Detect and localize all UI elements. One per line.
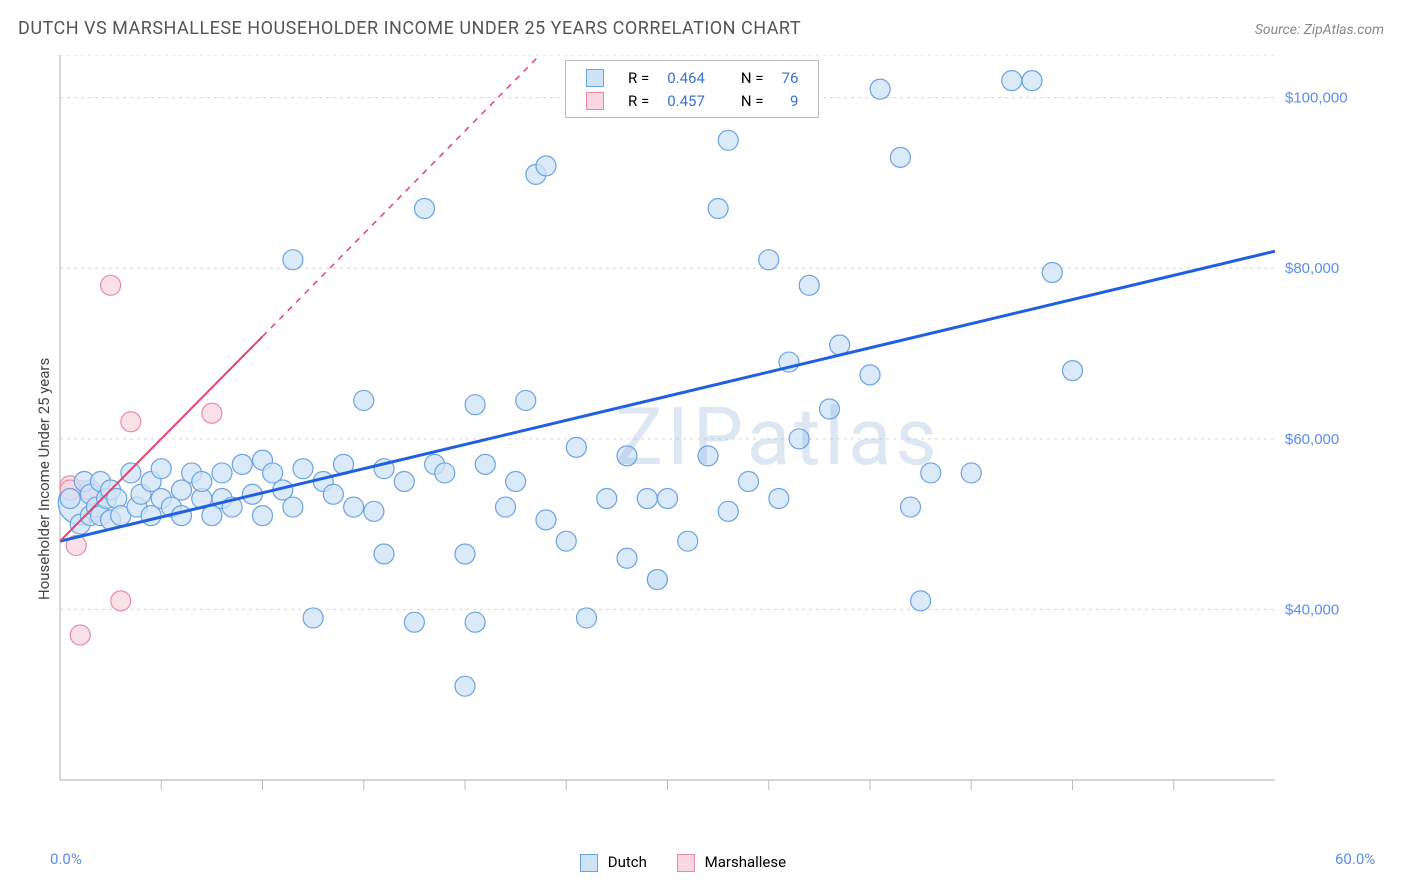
legend-row-dutch: R = 0.464 N = 76 — [578, 67, 806, 88]
marshallese-swatch — [677, 854, 695, 872]
dutch-r-value: 0.464 — [659, 67, 713, 88]
x-max-label: 60.0% — [1335, 850, 1375, 868]
svg-text:$100,000: $100,000 — [1285, 90, 1348, 107]
legend-item-dutch: Dutch — [580, 853, 647, 872]
y-axis-label: Householder Income Under 25 years — [35, 358, 53, 600]
r-label: R = — [620, 67, 657, 88]
source-label: Source: ZipAtlas.com — [1255, 22, 1384, 38]
marshallese-label: Marshallese — [705, 853, 786, 871]
series-legend: Dutch Marshallese — [580, 853, 786, 872]
plot-area: $40,000$60,000$80,000$100,000 ZIPatlas — [55, 55, 1380, 825]
dutch-n-value: 76 — [774, 67, 807, 88]
marshallese-swatch — [586, 92, 604, 110]
legend-item-marshallese: Marshallese — [677, 853, 786, 872]
marshallese-r-value: 0.457 — [659, 90, 713, 111]
dutch-swatch — [586, 69, 604, 87]
n-label: N = — [733, 90, 772, 111]
x-min-label: 0.0% — [50, 850, 82, 868]
chart-svg: $40,000 $60,000 $80,000 $100,000 — [55, 55, 1380, 825]
dutch-label: Dutch — [608, 853, 647, 871]
marshallese-n-value: 9 — [774, 90, 807, 111]
chart-title: DUTCH VS MARSHALLESE HOUSEHOLDER INCOME … — [18, 18, 801, 39]
legend-row-marshallese: R = 0.457 N = 9 — [578, 90, 806, 111]
dutch-swatch — [580, 854, 598, 872]
correlation-legend: R = 0.464 N = 76 R = 0.457 N = 9 — [565, 60, 819, 118]
n-label: N = — [733, 67, 772, 88]
svg-text:$40,000: $40,000 — [1285, 601, 1339, 618]
r-label: R = — [620, 90, 657, 111]
svg-text:$60,000: $60,000 — [1285, 431, 1339, 448]
svg-text:$80,000: $80,000 — [1285, 260, 1339, 277]
